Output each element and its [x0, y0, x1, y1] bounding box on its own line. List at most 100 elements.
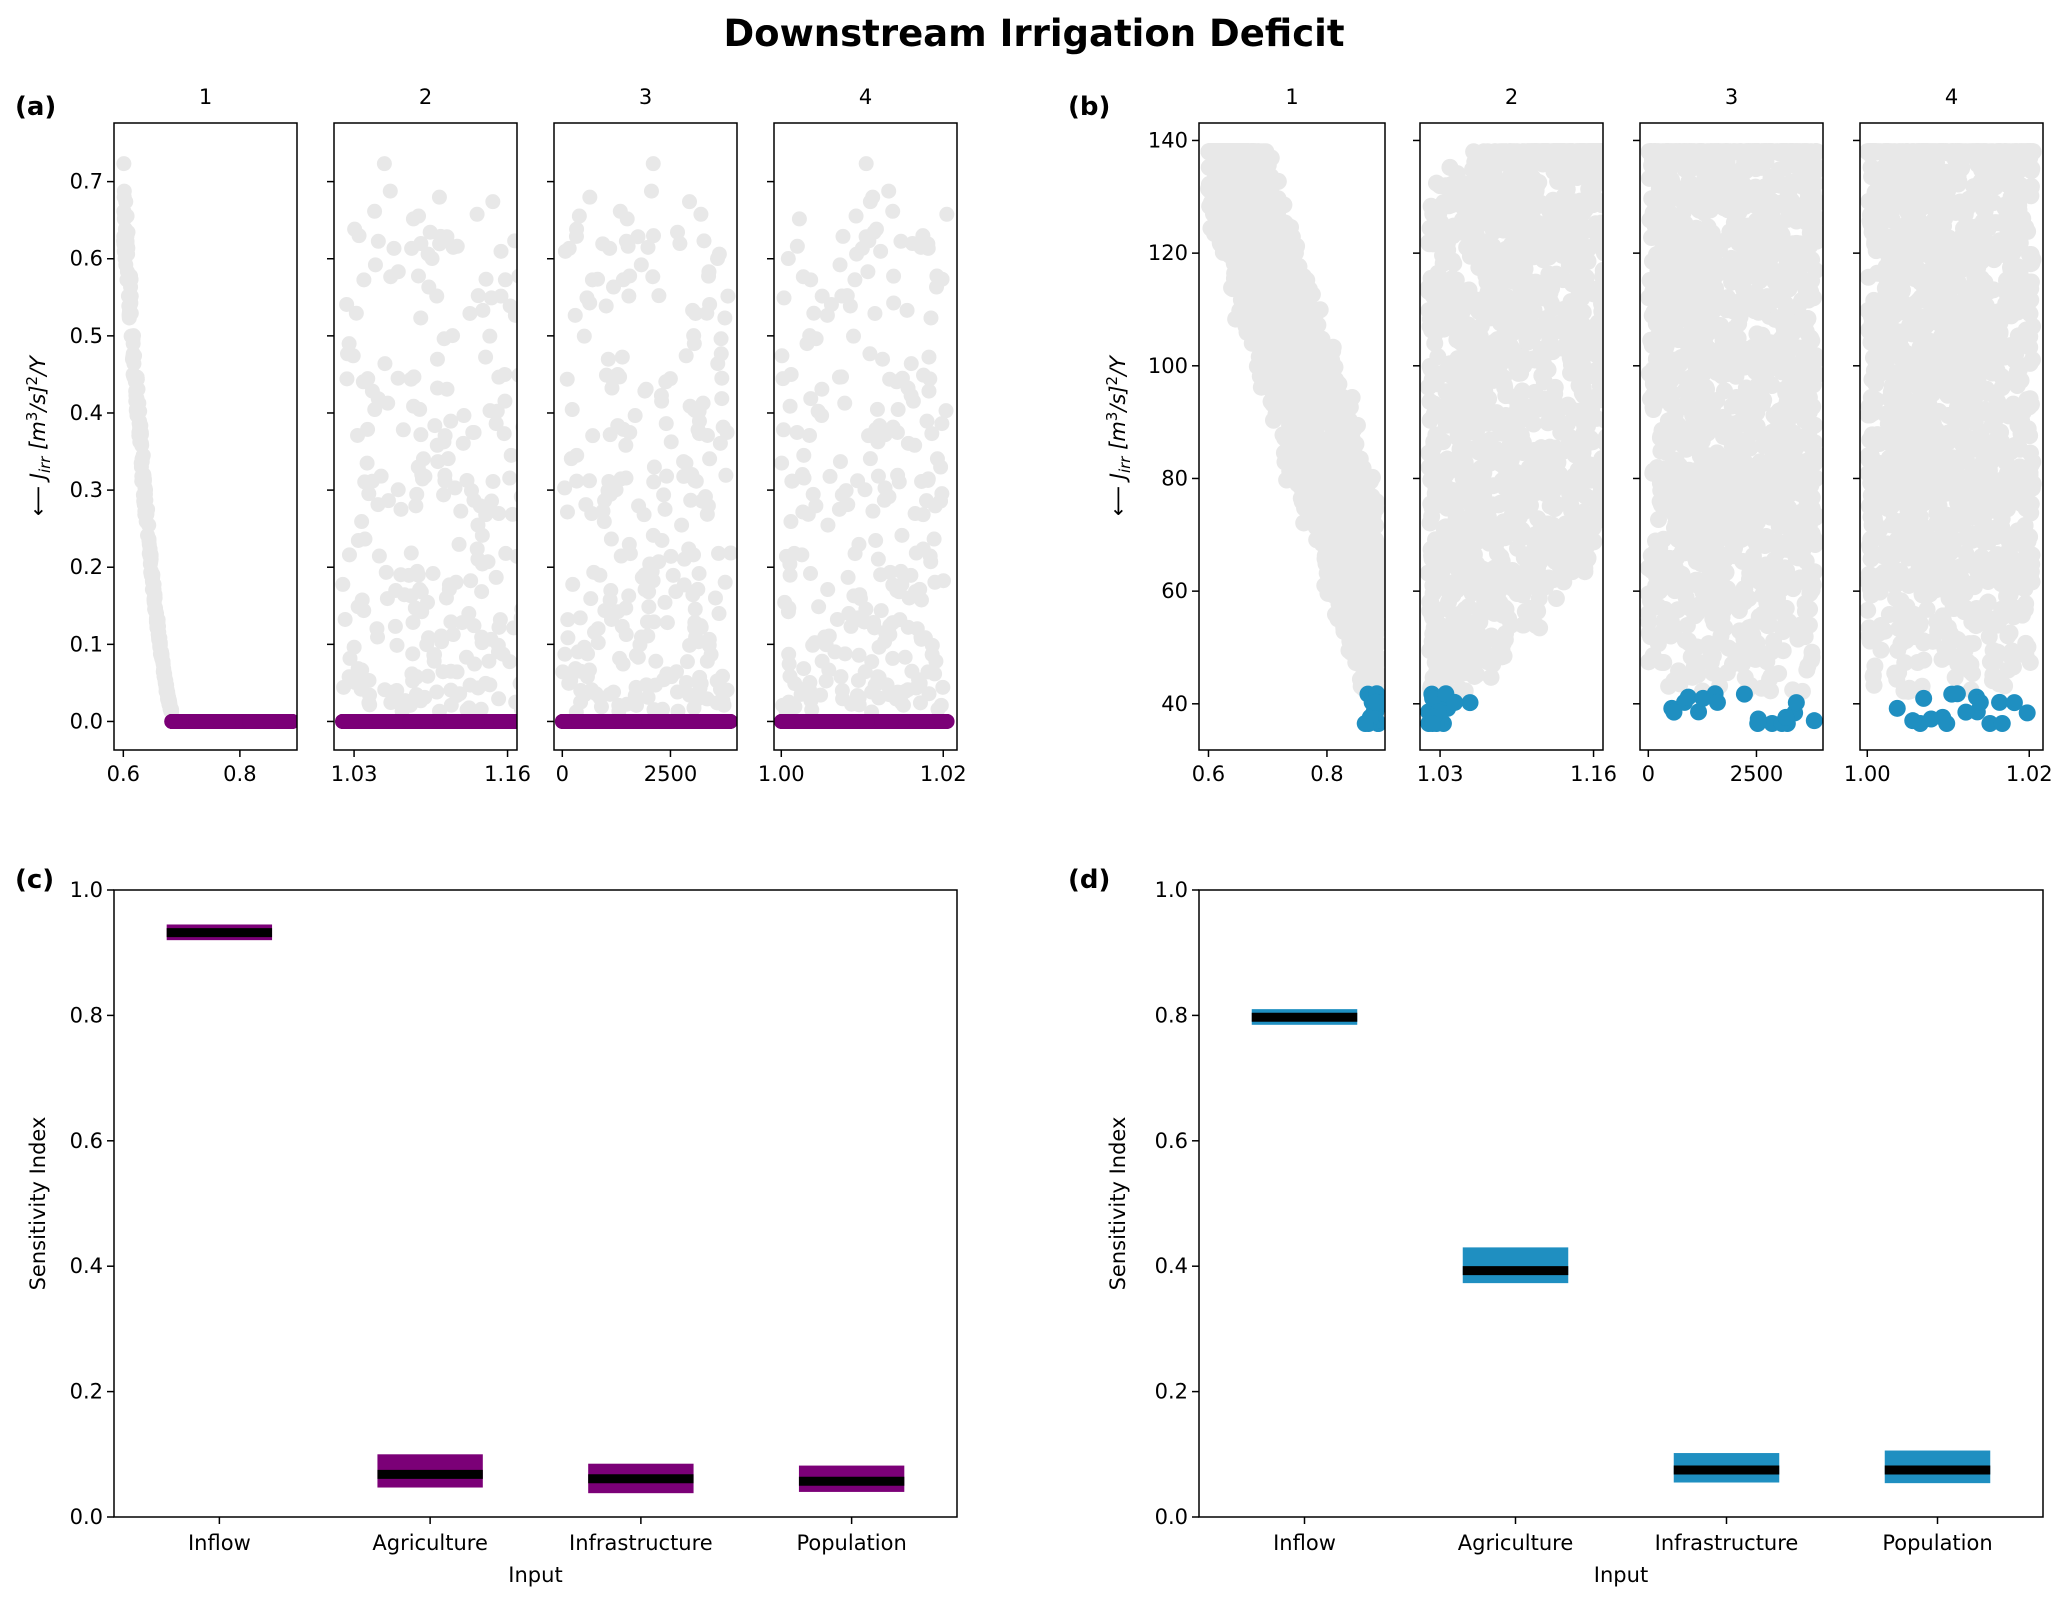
data-point [659, 615, 675, 631]
y-tick-label: 0.4 [70, 401, 103, 425]
data-point [886, 295, 902, 311]
data-point [559, 371, 575, 387]
data-point [687, 601, 703, 617]
data-point [128, 388, 144, 404]
data-point [151, 629, 167, 645]
data-point [463, 573, 479, 589]
data-point [590, 635, 606, 651]
data-point [891, 474, 907, 490]
points [1200, 143, 1385, 733]
data-point [119, 264, 135, 280]
data-point [638, 381, 654, 397]
data-point [885, 615, 901, 631]
data-point [484, 493, 500, 509]
data-point [359, 455, 375, 471]
data-point [584, 506, 600, 522]
figure-title: Downstream Irrigation Deficit [723, 12, 1344, 55]
data-point [881, 489, 897, 505]
data-point [939, 206, 955, 222]
data-point [711, 545, 727, 561]
data-point [515, 687, 517, 696]
subplot-2: 21.03 1.16 [327, 85, 535, 786]
data-point [586, 564, 602, 580]
data-point [431, 189, 447, 205]
data-point [885, 419, 901, 435]
data-point [1331, 602, 1349, 620]
data-point [831, 369, 847, 385]
highlighted-data-point [672, 713, 688, 729]
y-tick-label: 0.3 [70, 478, 103, 502]
data-point [934, 416, 950, 432]
data-point [582, 189, 598, 205]
data-point [850, 672, 866, 688]
highlighted-data-point [874, 713, 890, 729]
data-point [429, 288, 445, 304]
data-point [413, 310, 429, 326]
data-point [563, 451, 579, 467]
highlighted-data-point [621, 713, 637, 729]
data-point [474, 629, 490, 645]
data-point [873, 603, 889, 619]
highlighted-data-point [515, 717, 517, 726]
data-point [577, 687, 593, 703]
data-point [916, 367, 932, 383]
data-point [807, 635, 823, 651]
data-point [702, 451, 718, 467]
data-point [640, 689, 656, 705]
data-point [491, 369, 507, 385]
data-point [390, 482, 406, 498]
data-point [123, 288, 139, 304]
data-point [820, 517, 836, 533]
data-point [777, 594, 793, 610]
data-point [430, 454, 446, 470]
data-point [692, 669, 708, 685]
data-point [676, 551, 692, 567]
data-point [520, 690, 535, 705]
data-point [490, 644, 506, 660]
data-point [408, 687, 424, 703]
data-point [699, 691, 715, 707]
data-point [425, 565, 441, 581]
data-point [633, 257, 649, 273]
data-point [488, 569, 504, 585]
data-point [461, 700, 477, 716]
data-point [513, 490, 517, 503]
data-point [612, 650, 628, 666]
data-point [585, 428, 601, 444]
data-point [367, 257, 383, 273]
data-point [520, 474, 535, 489]
data-point [147, 588, 163, 604]
data-point [796, 447, 812, 463]
data-point [469, 206, 485, 222]
data-point [474, 527, 490, 543]
data-point [135, 487, 151, 503]
data-point [519, 625, 534, 640]
highlighted-data-point [517, 714, 532, 729]
y-tick-label: 0.6 [70, 247, 103, 271]
data-point [924, 647, 940, 663]
data-point [156, 669, 172, 685]
data-point [810, 403, 826, 419]
data-point [595, 503, 611, 519]
highlighted-data-point [371, 713, 387, 729]
subplot-title: 2 [419, 85, 432, 109]
data-point [696, 233, 712, 249]
data-point [420, 668, 436, 684]
data-point [453, 503, 469, 519]
highlighted-data-point [687, 713, 703, 729]
data-point [645, 228, 661, 244]
data-point [659, 468, 675, 484]
data-point [382, 183, 398, 199]
data-point [847, 272, 863, 288]
data-point [714, 391, 730, 407]
data-point [890, 402, 906, 418]
data-point [508, 694, 517, 710]
data-point [603, 583, 619, 599]
highlighted-data-point [199, 713, 215, 729]
data-point [364, 383, 380, 399]
data-point [784, 473, 800, 489]
data-point [782, 668, 798, 684]
data-point [570, 644, 586, 660]
data-point [685, 302, 701, 318]
data-point [447, 480, 463, 496]
